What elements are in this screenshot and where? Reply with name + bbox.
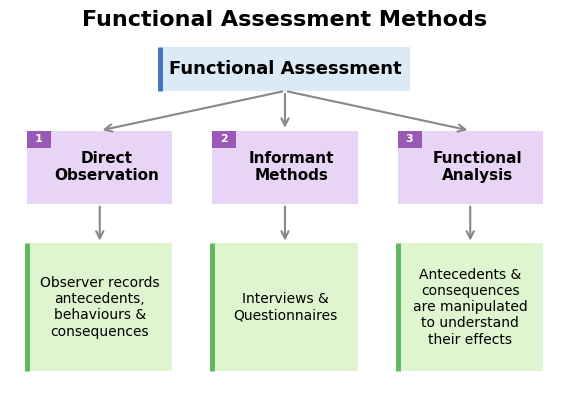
FancyBboxPatch shape (212, 130, 358, 204)
Text: 2: 2 (221, 135, 228, 144)
Text: Interviews &
Questionnaires: Interviews & Questionnaires (233, 292, 337, 322)
Text: 1: 1 (35, 135, 43, 144)
FancyBboxPatch shape (27, 130, 51, 148)
Text: Antecedents &
consequences
are manipulated
to understand
their effects: Antecedents & consequences are manipulat… (413, 268, 528, 347)
Text: Informant
Methods: Informant Methods (249, 151, 335, 184)
FancyBboxPatch shape (398, 130, 422, 148)
FancyBboxPatch shape (398, 243, 543, 371)
Text: Functional
Analysis: Functional Analysis (432, 151, 522, 184)
Text: Direct
Observation: Direct Observation (54, 151, 159, 184)
FancyBboxPatch shape (212, 243, 358, 371)
Text: 3: 3 (406, 135, 413, 144)
Text: Observer records
antecedents,
behaviours &
consequences: Observer records antecedents, behaviours… (40, 276, 160, 339)
FancyBboxPatch shape (27, 243, 172, 371)
FancyBboxPatch shape (27, 130, 172, 204)
Text: Functional Assessment Methods: Functional Assessment Methods (83, 10, 487, 31)
FancyBboxPatch shape (212, 130, 236, 148)
Text: Functional Assessment: Functional Assessment (169, 60, 401, 78)
FancyBboxPatch shape (160, 47, 410, 91)
FancyBboxPatch shape (398, 130, 543, 204)
